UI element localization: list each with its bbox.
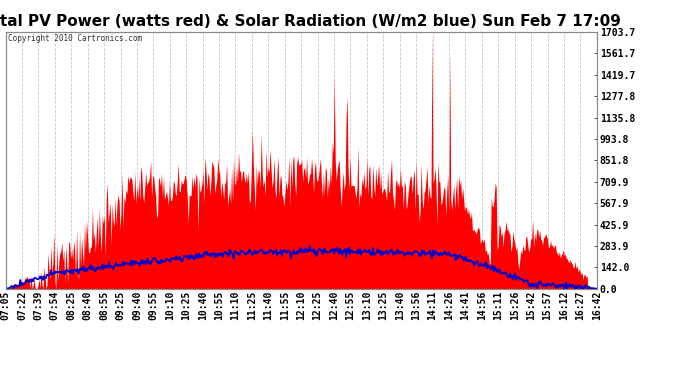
Title: Total PV Power (watts red) & Solar Radiation (W/m2 blue) Sun Feb 7 17:09: Total PV Power (watts red) & Solar Radia…	[0, 14, 621, 29]
Text: Copyright 2010 Cartronics.com: Copyright 2010 Cartronics.com	[8, 34, 143, 44]
